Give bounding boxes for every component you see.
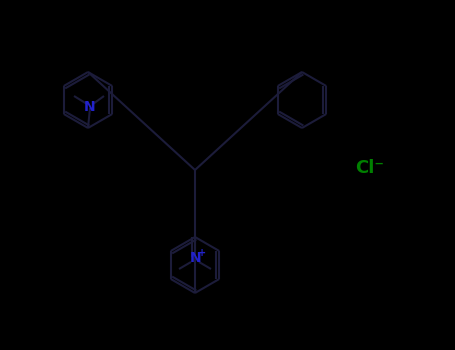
- Text: +: +: [198, 248, 206, 258]
- Text: N: N: [190, 251, 202, 265]
- Text: Cl⁻: Cl⁻: [355, 159, 384, 177]
- Text: N: N: [84, 100, 96, 114]
